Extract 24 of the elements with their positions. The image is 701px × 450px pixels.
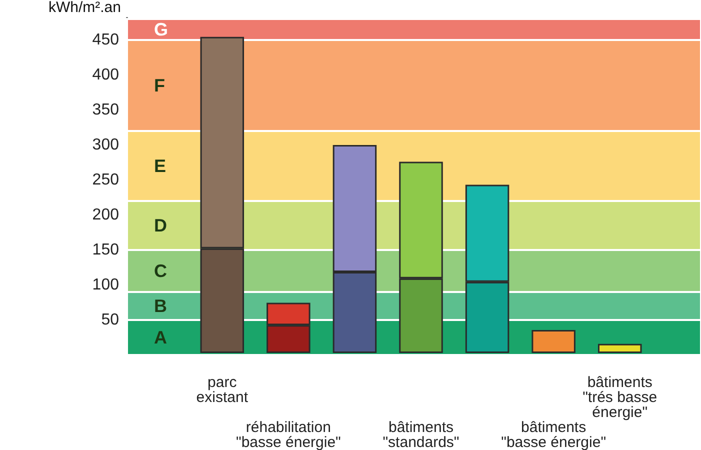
y-tick-label: 100 xyxy=(92,276,120,294)
x-tick-label: parc existant xyxy=(196,374,249,406)
band-label: F xyxy=(154,76,165,96)
band-label: E xyxy=(154,156,166,176)
band-label: B xyxy=(154,296,167,316)
band-label: A xyxy=(154,328,167,348)
bar xyxy=(532,330,576,353)
band-label: C xyxy=(154,261,167,281)
y-tick-label: 450 xyxy=(92,32,120,48)
y-tick-label: 50 xyxy=(101,312,120,328)
band-label: D xyxy=(154,216,167,236)
y-tick-label: 200 xyxy=(92,206,120,224)
y-tick-label: 150 xyxy=(92,242,120,258)
x-tick-label: réhabilitation "basse énergie" xyxy=(236,419,341,450)
y-tick-label: 350 xyxy=(92,102,120,118)
x-tick-label: bâtiments "basse énergie" xyxy=(501,419,606,450)
band-label: G xyxy=(154,20,168,40)
x-tick-label: bâtiments "trés basse énergie" xyxy=(582,374,658,421)
bar xyxy=(598,344,642,353)
y-tick-label: 400 xyxy=(92,66,120,84)
y-axis-title: kWh/m².an xyxy=(48,0,121,16)
y-tick-label: 300 xyxy=(92,136,120,154)
y-tick-label: 250 xyxy=(92,172,120,188)
x-tick-label: bâtiments "standards" xyxy=(382,419,460,450)
